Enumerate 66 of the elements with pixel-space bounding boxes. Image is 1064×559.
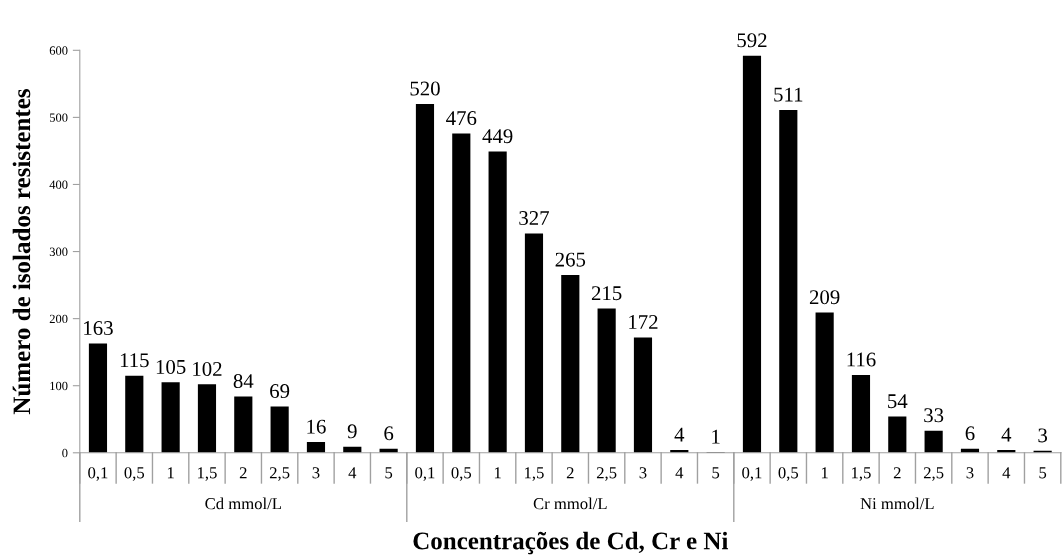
x-tick-label: 1 <box>821 467 828 479</box>
data-label: 9 <box>347 424 357 439</box>
data-label: 476 <box>446 111 477 126</box>
data-label: 3 <box>1038 428 1048 443</box>
x-tick-label: 1,5 <box>852 467 871 481</box>
x-tick-label: 5 <box>712 467 720 479</box>
y-tick-label: 300 <box>49 247 68 257</box>
x-tick-label: 0,5 <box>778 467 799 481</box>
data-label: 33 <box>924 408 944 423</box>
data-label: 6 <box>965 426 975 441</box>
data-label: 449 <box>482 129 513 144</box>
x-tick-label: 1 <box>494 467 501 479</box>
data-label: 102 <box>193 361 222 376</box>
x-tick-label: 3 <box>639 467 647 479</box>
text: Cd mmol/L <box>205 497 281 510</box>
x-tick-label: 4 <box>675 467 684 479</box>
y-tick-label: 0 <box>62 448 68 458</box>
data-label: 1 <box>712 429 720 444</box>
text: Ni mmol/L <box>860 497 934 510</box>
data-label: 511 <box>774 87 803 102</box>
y-axis-title: Número de isolados resistentes <box>12 89 31 415</box>
x-tick-label: 3 <box>966 467 974 479</box>
data-label: 4 <box>674 427 685 442</box>
x-tick-label: 0,1 <box>88 467 108 481</box>
data-label: 520 <box>410 81 440 96</box>
data-label: 163 <box>84 321 113 336</box>
x-tick-label: 2,5 <box>923 467 944 481</box>
x-tick-label: 4 <box>1002 467 1011 479</box>
y-tick-label: 400 <box>49 180 68 189</box>
x-tick-label: 0,5 <box>124 467 145 481</box>
data-label: 69 <box>270 384 290 399</box>
y-tick-label: 200 <box>49 314 68 324</box>
x-tick-label: 2,5 <box>269 467 290 481</box>
x-tick-label: 5 <box>1039 467 1047 479</box>
x-tick-label: 0,1 <box>415 467 435 481</box>
data-label: 84 <box>233 373 254 389</box>
data-label: 116 <box>847 352 876 367</box>
data-label: 265 <box>555 252 586 267</box>
x-tick-label: 1,5 <box>198 467 217 481</box>
text: Cr mmol/L <box>533 497 607 510</box>
data-label: 172 <box>629 315 658 329</box>
data-label: 115 <box>120 353 149 368</box>
x-tick-label: 2 <box>239 467 247 479</box>
x-tick-label: 4 <box>348 467 357 479</box>
x-tick-label: 2,5 <box>596 467 617 481</box>
y-tick-label: 500 <box>49 113 68 122</box>
y-tick-label: 600 <box>49 46 68 55</box>
y-tick-label: 100 <box>50 381 68 391</box>
x-tick-label: 3 <box>312 467 320 479</box>
data-label: 215 <box>591 286 622 301</box>
x-tick-label: 2 <box>893 467 901 479</box>
data-label: 6 <box>384 426 394 441</box>
data-label: 209 <box>809 290 840 305</box>
data-label: 16 <box>307 419 326 434</box>
data-label: 4 <box>1001 427 1012 442</box>
data-label: 105 <box>156 359 186 374</box>
data-label: 54 <box>888 394 908 409</box>
data-label: 327 <box>519 211 549 226</box>
data-label: 592 <box>737 33 767 48</box>
x-tick-label: 0,5 <box>451 467 472 481</box>
x-tick-label: 2 <box>566 467 574 479</box>
x-tick-label: 5 <box>385 467 393 479</box>
x-tick-label: 0,1 <box>742 467 762 481</box>
x-tick-label: 1,5 <box>525 467 544 481</box>
x-tick-label: 1 <box>167 467 174 479</box>
x-axis-title: Concentrações de Cd, Cr e Ni <box>413 531 729 555</box>
